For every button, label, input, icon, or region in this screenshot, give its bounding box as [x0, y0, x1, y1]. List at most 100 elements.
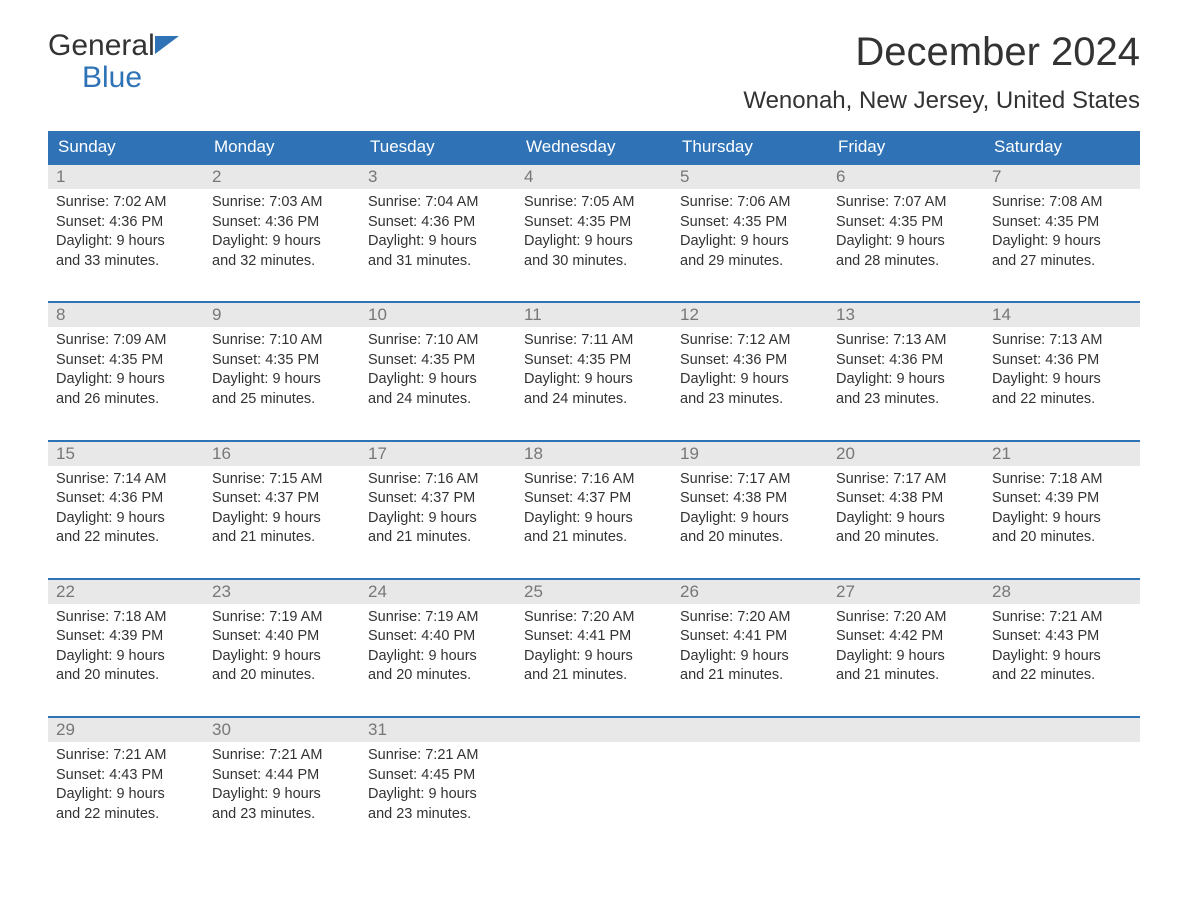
day-content: Sunrise: 7:16 AMSunset: 4:37 PMDaylight:…: [516, 466, 672, 548]
day-content: Sunrise: 7:11 AMSunset: 4:35 PMDaylight:…: [516, 327, 672, 409]
daylight-line2: and 20 minutes.: [368, 666, 508, 686]
week-row: 15Sunrise: 7:14 AMSunset: 4:36 PMDayligh…: [48, 440, 1140, 566]
day-cell: 30Sunrise: 7:21 AMSunset: 4:44 PMDayligh…: [204, 718, 360, 842]
day-number: 4: [516, 165, 672, 189]
sunset-text: Sunset: 4:36 PM: [212, 213, 352, 233]
sunset-text: Sunset: 4:36 PM: [56, 213, 196, 233]
sunrise-text: Sunrise: 7:13 AM: [836, 331, 976, 351]
day-number: 5: [672, 165, 828, 189]
daylight-line2: and 23 minutes.: [836, 390, 976, 410]
day-number: 26: [672, 580, 828, 604]
day-content: Sunrise: 7:13 AMSunset: 4:36 PMDaylight:…: [828, 327, 984, 409]
day-number: 12: [672, 303, 828, 327]
day-content: Sunrise: 7:21 AMSunset: 4:45 PMDaylight:…: [360, 742, 516, 824]
sunrise-text: Sunrise: 7:20 AM: [680, 608, 820, 628]
day-content: Sunrise: 7:17 AMSunset: 4:38 PMDaylight:…: [828, 466, 984, 548]
daylight-line1: Daylight: 9 hours: [368, 232, 508, 252]
day-cell: 3Sunrise: 7:04 AMSunset: 4:36 PMDaylight…: [360, 165, 516, 289]
daylight-line2: and 21 minutes.: [680, 666, 820, 686]
day-header-tue: Tuesday: [360, 131, 516, 163]
day-content: Sunrise: 7:14 AMSunset: 4:36 PMDaylight:…: [48, 466, 204, 548]
daylight-line1: Daylight: 9 hours: [680, 232, 820, 252]
daylight-line1: Daylight: 9 hours: [368, 509, 508, 529]
sunrise-text: Sunrise: 7:21 AM: [368, 746, 508, 766]
day-cell: 25Sunrise: 7:20 AMSunset: 4:41 PMDayligh…: [516, 580, 672, 704]
sunrise-text: Sunrise: 7:06 AM: [680, 193, 820, 213]
day-cell: 13Sunrise: 7:13 AMSunset: 4:36 PMDayligh…: [828, 303, 984, 427]
day-number: 1: [48, 165, 204, 189]
day-content: Sunrise: 7:17 AMSunset: 4:38 PMDaylight:…: [672, 466, 828, 548]
day-number: [984, 718, 1140, 742]
day-cell: 31Sunrise: 7:21 AMSunset: 4:45 PMDayligh…: [360, 718, 516, 842]
sunrise-text: Sunrise: 7:21 AM: [992, 608, 1132, 628]
sunrise-text: Sunrise: 7:20 AM: [836, 608, 976, 628]
sunset-text: Sunset: 4:35 PM: [680, 213, 820, 233]
daylight-line2: and 21 minutes.: [524, 528, 664, 548]
daylight-line1: Daylight: 9 hours: [836, 509, 976, 529]
daylight-line1: Daylight: 9 hours: [212, 232, 352, 252]
sunset-text: Sunset: 4:41 PM: [524, 627, 664, 647]
day-content: Sunrise: 7:18 AMSunset: 4:39 PMDaylight:…: [48, 604, 204, 686]
day-number: 8: [48, 303, 204, 327]
day-cell: [516, 718, 672, 842]
day-content: Sunrise: 7:04 AMSunset: 4:36 PMDaylight:…: [360, 189, 516, 271]
daylight-line2: and 31 minutes.: [368, 252, 508, 272]
day-cell: 17Sunrise: 7:16 AMSunset: 4:37 PMDayligh…: [360, 442, 516, 566]
day-header-row: Sunday Monday Tuesday Wednesday Thursday…: [48, 131, 1140, 163]
day-header-thu: Thursday: [672, 131, 828, 163]
daylight-line1: Daylight: 9 hours: [368, 785, 508, 805]
daylight-line1: Daylight: 9 hours: [680, 370, 820, 390]
day-cell: 9Sunrise: 7:10 AMSunset: 4:35 PMDaylight…: [204, 303, 360, 427]
day-cell: 11Sunrise: 7:11 AMSunset: 4:35 PMDayligh…: [516, 303, 672, 427]
sunrise-text: Sunrise: 7:21 AM: [212, 746, 352, 766]
daylight-line1: Daylight: 9 hours: [56, 785, 196, 805]
day-content: Sunrise: 7:20 AMSunset: 4:42 PMDaylight:…: [828, 604, 984, 686]
day-content: Sunrise: 7:16 AMSunset: 4:37 PMDaylight:…: [360, 466, 516, 548]
daylight-line1: Daylight: 9 hours: [212, 509, 352, 529]
day-number: 10: [360, 303, 516, 327]
daylight-line2: and 24 minutes.: [368, 390, 508, 410]
day-number: 18: [516, 442, 672, 466]
day-content: Sunrise: 7:09 AMSunset: 4:35 PMDaylight:…: [48, 327, 204, 409]
day-number: 20: [828, 442, 984, 466]
logo-word1: General: [48, 29, 155, 62]
daylight-line1: Daylight: 9 hours: [524, 232, 664, 252]
day-cell: 5 Sunrise: 7:06 AMSunset: 4:35 PMDaylight…: [672, 165, 828, 289]
daylight-line2: and 20 minutes.: [992, 528, 1132, 548]
logo-triangle-icon: [155, 36, 179, 54]
sunset-text: Sunset: 4:35 PM: [524, 351, 664, 371]
sunrise-text: Sunrise: 7:16 AM: [368, 470, 508, 490]
daylight-line1: Daylight: 9 hours: [836, 370, 976, 390]
day-header-fri: Friday: [828, 131, 984, 163]
day-content: Sunrise: 7:21 AMSunset: 4:43 PMDaylight:…: [48, 742, 204, 824]
day-cell: 4 Sunrise: 7:05 AMSunset: 4:35 PMDaylight…: [516, 165, 672, 289]
day-cell: 1Sunrise: 7:02 AMSunset: 4:36 PMDaylight…: [48, 165, 204, 289]
day-number: 30: [204, 718, 360, 742]
day-cell: [672, 718, 828, 842]
day-content: Sunrise: 7:15 AMSunset: 4:37 PMDaylight:…: [204, 466, 360, 548]
day-number: 25: [516, 580, 672, 604]
sunrise-text: Sunrise: 7:05 AM: [524, 193, 664, 213]
sunset-text: Sunset: 4:36 PM: [992, 351, 1132, 371]
day-header-mon: Monday: [204, 131, 360, 163]
sunset-text: Sunset: 4:35 PM: [524, 213, 664, 233]
day-content: Sunrise: 7:21 AMSunset: 4:43 PMDaylight:…: [984, 604, 1140, 686]
day-cell: 15Sunrise: 7:14 AMSunset: 4:36 PMDayligh…: [48, 442, 204, 566]
day-number: 13: [828, 303, 984, 327]
day-cell: 10Sunrise: 7:10 AMSunset: 4:35 PMDayligh…: [360, 303, 516, 427]
daylight-line1: Daylight: 9 hours: [212, 370, 352, 390]
sunrise-text: Sunrise: 7:08 AM: [992, 193, 1132, 213]
daylight-line1: Daylight: 9 hours: [680, 647, 820, 667]
daylight-line2: and 21 minutes.: [212, 528, 352, 548]
daylight-line1: Daylight: 9 hours: [56, 370, 196, 390]
sunset-text: Sunset: 4:44 PM: [212, 766, 352, 786]
daylight-line2: and 26 minutes.: [56, 390, 196, 410]
daylight-line2: and 20 minutes.: [56, 666, 196, 686]
day-cell: 18Sunrise: 7:16 AMSunset: 4:37 PMDayligh…: [516, 442, 672, 566]
sunrise-text: Sunrise: 7:11 AM: [524, 331, 664, 351]
day-content: Sunrise: 7:10 AMSunset: 4:35 PMDaylight:…: [204, 327, 360, 409]
sunrise-text: Sunrise: 7:17 AM: [836, 470, 976, 490]
day-cell: 2Sunrise: 7:03 AMSunset: 4:36 PMDaylight…: [204, 165, 360, 289]
day-number: 23: [204, 580, 360, 604]
sunset-text: Sunset: 4:35 PM: [836, 213, 976, 233]
